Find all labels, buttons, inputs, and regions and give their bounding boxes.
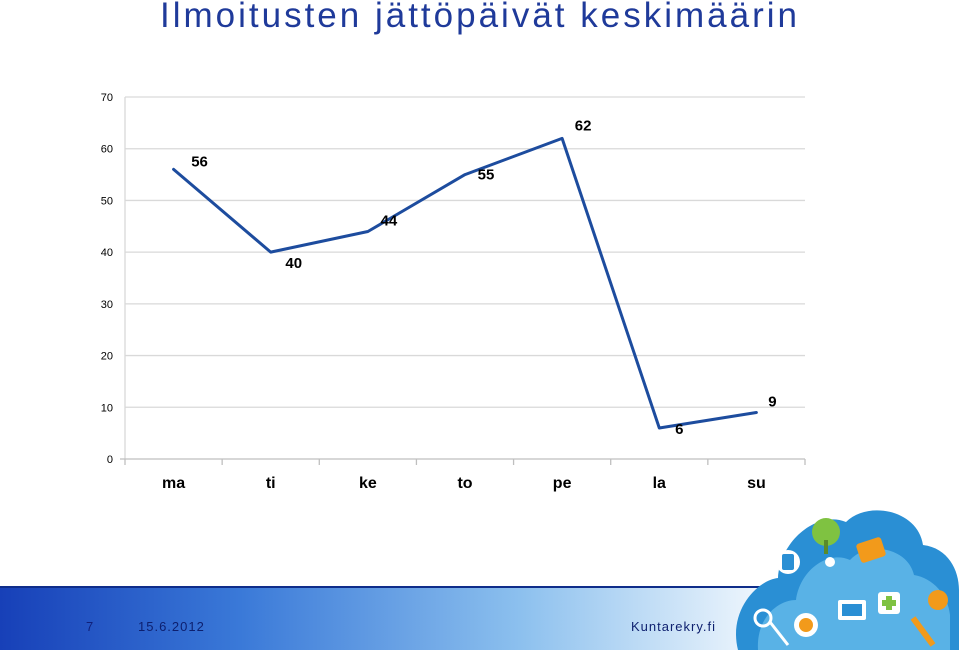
y-tick-label: 40 — [101, 247, 113, 259]
x-tick-label: ti — [266, 475, 276, 492]
chart-grid — [120, 96, 806, 465]
data-label: 56 — [191, 153, 208, 170]
data-label: 40 — [285, 255, 302, 272]
page-number: 7 — [86, 619, 94, 634]
data-label: 55 — [478, 167, 495, 184]
line-chart: 0 10 20 30 40 50 60 70 ma ti ke to pe la su 56 40 44 55 6… — [101, 92, 806, 492]
y-tick-label: 60 — [101, 144, 113, 156]
y-tick-label: 0 — [107, 454, 113, 466]
slide-date: 15.6.2012 — [138, 619, 205, 634]
x-tick-label: ke — [359, 475, 377, 492]
footer-divider — [0, 586, 800, 588]
chart-series — [172, 136, 758, 430]
y-tick-label: 70 — [101, 92, 113, 104]
y-axis-ticks: 0 10 20 30 40 50 60 70 — [101, 92, 113, 466]
x-tick-label: pe — [553, 475, 572, 492]
footer-bar — [0, 586, 800, 650]
y-tick-label: 30 — [101, 299, 113, 311]
x-tick-label: la — [653, 475, 666, 492]
y-tick-label: 20 — [101, 351, 113, 363]
slide-title: Ilmoitusten jättöpäivät keskimäärin — [160, 0, 800, 35]
x-axis-ticks: ma ti ke to pe la su — [162, 475, 766, 492]
site-name: Kuntarekry.fi — [631, 619, 717, 634]
data-label: 9 — [768, 393, 776, 410]
data-label: 6 — [675, 421, 683, 438]
y-tick-label: 10 — [101, 402, 113, 414]
kuntarekry-logo-icon — [736, 510, 959, 650]
x-tick-label: su — [747, 475, 766, 492]
series-line — [172, 136, 758, 430]
x-tick-label: to — [457, 475, 472, 492]
data-label: 62 — [575, 117, 592, 134]
y-tick-label: 50 — [101, 195, 113, 207]
x-tick-label: ma — [162, 475, 185, 492]
data-label: 44 — [381, 212, 398, 229]
